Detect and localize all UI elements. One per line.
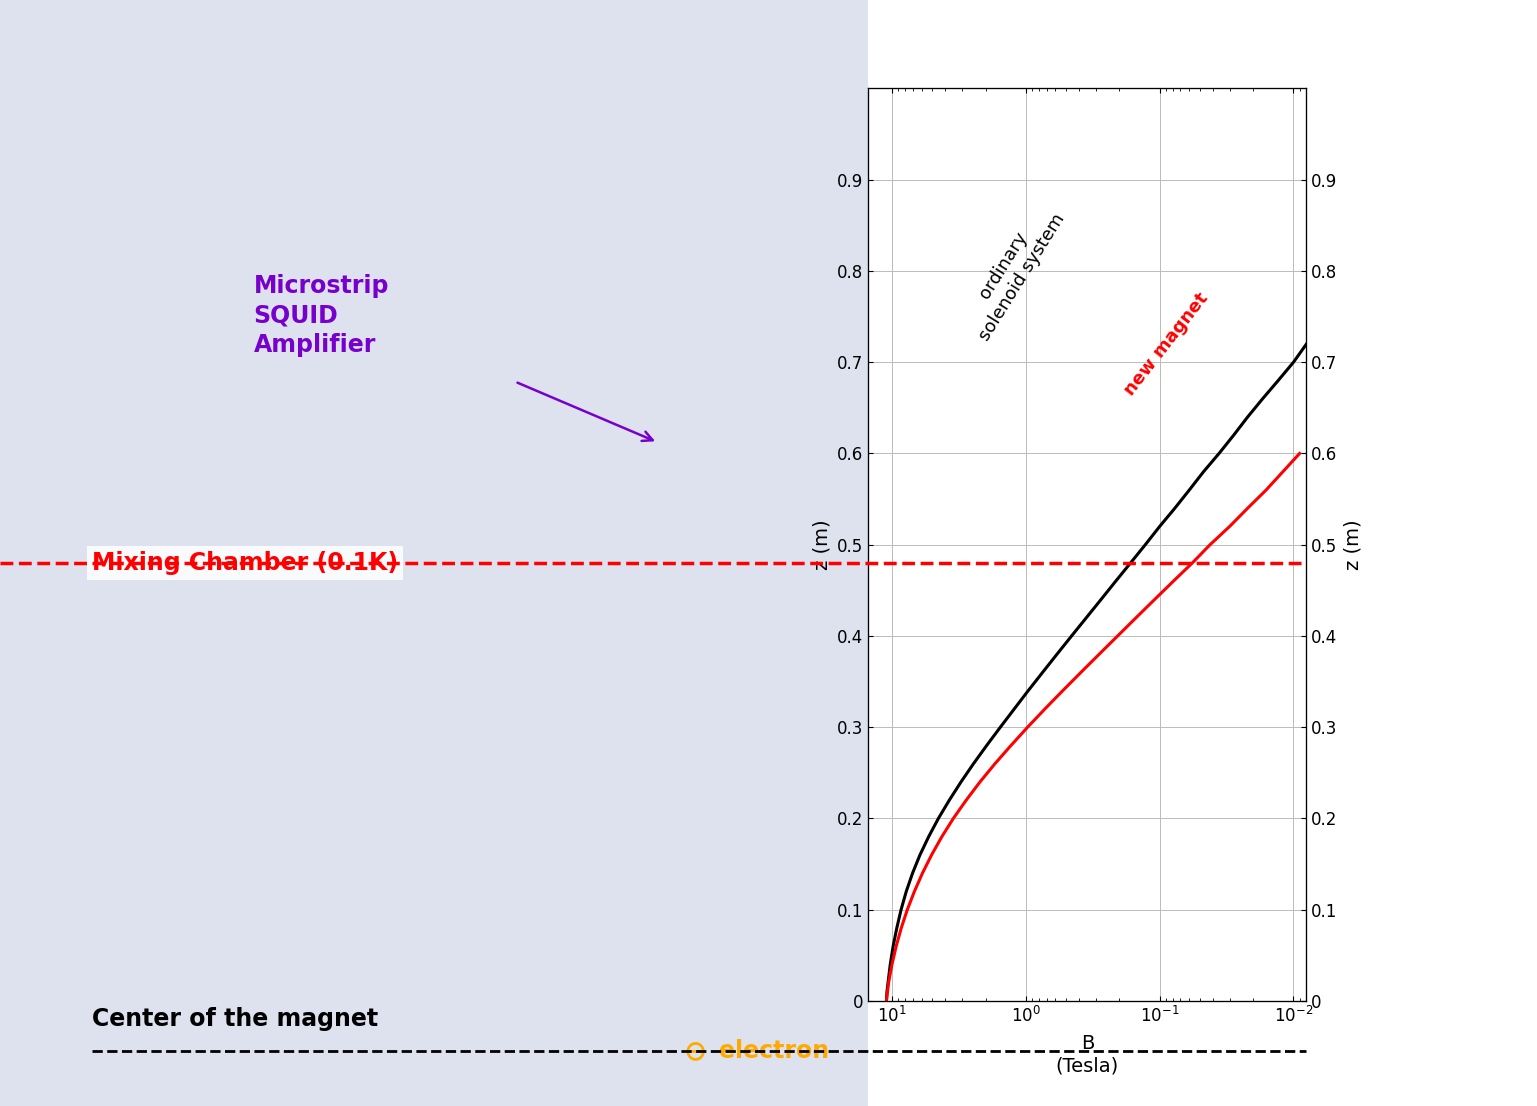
Y-axis label: z (m): z (m) <box>1343 520 1362 570</box>
Y-axis label: z (m): z (m) <box>813 520 832 570</box>
Text: ⊖: ⊖ <box>682 1036 707 1065</box>
Text: Center of the magnet: Center of the magnet <box>92 1006 378 1031</box>
Text: ordinary
solenoid system: ordinary solenoid system <box>958 198 1068 344</box>
Text: Microstrip
SQUID
Amplifier: Microstrip SQUID Amplifier <box>254 273 389 357</box>
Text: Mixing Chamber (0.1K): Mixing Chamber (0.1K) <box>92 551 398 575</box>
Text: new magnet: new magnet <box>1120 289 1211 399</box>
X-axis label: B
(Tesla): B (Tesla) <box>1056 1034 1119 1075</box>
Text: electron: electron <box>719 1039 830 1063</box>
